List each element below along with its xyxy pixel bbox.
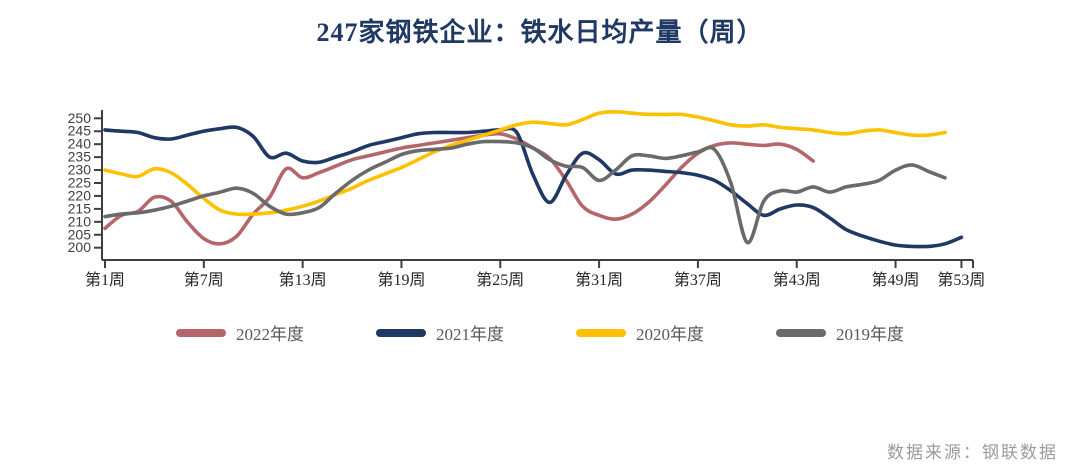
y-tick-label: 205 [68, 226, 92, 242]
y-tick-label: 245 [68, 123, 92, 139]
x-tick-label: 第43周 [773, 271, 821, 289]
x-tick-label: 第1周 [85, 271, 125, 289]
x-tick-label: 第49周 [872, 271, 920, 289]
x-tick-label: 第37周 [674, 271, 722, 289]
legend-item-2019: 2019年度 [776, 320, 904, 345]
y-tick-label: 220 [68, 187, 92, 203]
x-tick-label: 第53周 [937, 271, 985, 289]
legend-label-2019: 2019年度 [836, 325, 904, 344]
series-line-2022 [103, 131, 815, 246]
y-tick-label: 215 [68, 200, 92, 216]
x-tick-label: 第7周 [184, 271, 224, 289]
legend-item-2021: 2021年度 [376, 320, 504, 345]
y-tick-label: 210 [68, 213, 92, 229]
legend-label-2022: 2022年度 [236, 325, 304, 344]
chart-title: 247家钢铁企业：铁水日均产量（周） [316, 18, 764, 47]
x-tick-label: 第31周 [575, 271, 623, 289]
legend-swatch-2022 [176, 328, 226, 337]
x-tick-label: 第25周 [476, 271, 524, 289]
legend-swatch-2020 [576, 328, 626, 337]
y-tick-label: 225 [68, 175, 92, 191]
legend-label-2020: 2020年度 [636, 325, 704, 344]
y-tick-label: 240 [68, 136, 92, 152]
legend-swatch-2019 [776, 328, 826, 337]
x-tick-label: 第13周 [279, 271, 327, 289]
y-tick-label: 200 [68, 239, 92, 255]
y-tick-label: 235 [68, 149, 92, 165]
series-line-2019 [103, 139, 947, 245]
legend-item-2020: 2020年度 [576, 320, 704, 345]
legend: 2022年度 2021年度 2020年度 2019年度 [0, 320, 1080, 345]
legend-item-2022: 2022年度 [176, 320, 304, 345]
data-source-note: 数据来源：钢联数据 [887, 443, 1058, 462]
legend-label-2021: 2021年度 [436, 325, 504, 344]
series-line-2020 [103, 110, 947, 217]
series-line-2021 [103, 125, 964, 249]
y-tick-label: 250 [68, 110, 92, 126]
y-tick-label: 230 [68, 162, 92, 178]
legend-swatch-2021 [376, 328, 426, 337]
x-tick-label: 第19周 [377, 271, 425, 289]
